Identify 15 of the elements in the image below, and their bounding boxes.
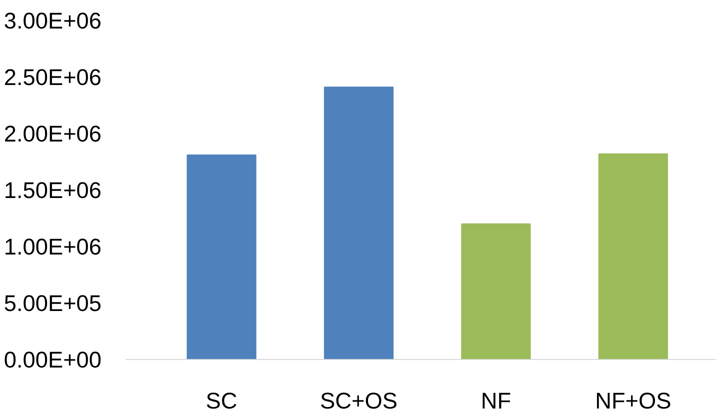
y-tick-label: 5.00E+05 [4,290,102,316]
bar [186,154,256,360]
y-tick-label: 3.00E+06 [4,8,102,34]
bar [324,86,394,360]
bar [461,223,531,360]
bar [598,153,668,360]
y-tick-label: 1.00E+06 [4,234,102,260]
x-tick-label: SC+OS [320,388,398,414]
y-tick-label: 2.00E+06 [4,120,102,146]
x-tick-label: NF [480,388,512,414]
y-tick-label: 2.50E+06 [4,64,102,90]
y-tick-label: 1.50E+06 [4,177,102,203]
x-tick-label: NF+OS [595,388,672,414]
y-tick-label: 0.00E+00 [4,346,102,372]
x-tick-label: SC [206,388,238,414]
